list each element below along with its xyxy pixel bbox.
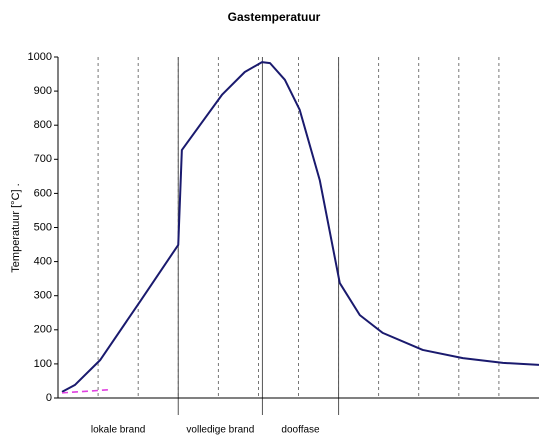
chart-title: Gastemperatuur [228,10,321,24]
y-tick-label: 1000 [28,51,52,63]
y-tick-label: 0 [46,392,52,404]
y-tick-label: 900 [34,85,52,97]
y-tick-label: 500 [34,221,52,233]
y-axis-label: Temperatuur [°C] . [10,183,22,272]
y-tick-label: 700 [34,153,52,165]
phase-label: lokale brand [91,425,145,436]
line-series [61,389,109,394]
y-tick-label: 800 [34,119,52,131]
y-tick-label: 400 [34,256,52,268]
y-tick-label: 100 [34,358,52,370]
y-tick-label: 300 [34,290,52,302]
line-series [61,61,539,393]
y-tick-label: 600 [34,187,52,199]
phase-label: dooffase [281,425,320,436]
y-tick-label: 200 [34,324,52,336]
phase-label: volledige brand [186,425,254,436]
